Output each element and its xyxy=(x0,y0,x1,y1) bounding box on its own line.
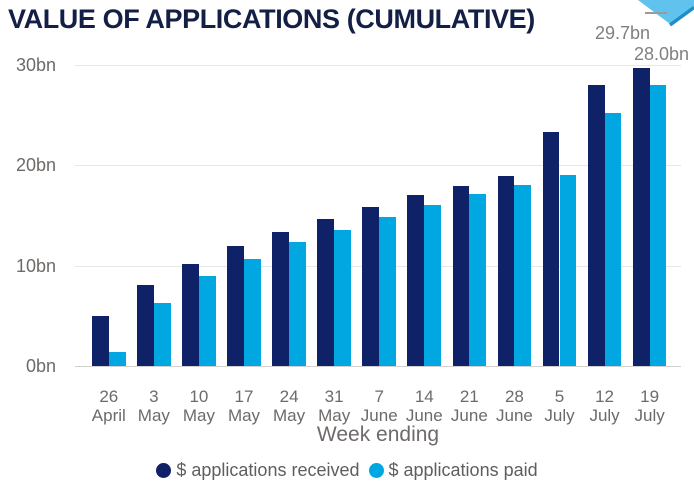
data-label-received: 29.7bn xyxy=(594,23,650,43)
x-tick-day: 31 xyxy=(324,387,344,406)
gridline xyxy=(75,64,681,66)
bar-paid[interactable] xyxy=(153,302,171,366)
chart-title: VALUE OF APPLICATIONS (CUMULATIVE) xyxy=(8,4,535,34)
legend: $ applications received $ applications p… xyxy=(0,460,694,481)
x-tick-day: 3 xyxy=(149,387,159,406)
x-tick-day: 17 xyxy=(234,387,254,406)
bar-received[interactable] xyxy=(362,207,380,366)
x-tick-label: 7 June xyxy=(348,387,410,425)
gridline xyxy=(75,165,681,166)
bar-paid[interactable] xyxy=(424,205,442,366)
x-tick-label: 19 July xyxy=(619,387,681,425)
x-tick-day: 24 xyxy=(279,387,299,406)
x-tick-label: 14 June xyxy=(393,387,455,425)
bar-paid[interactable] xyxy=(469,194,487,366)
x-tick-month: June xyxy=(495,406,533,425)
bar-received[interactable] xyxy=(317,219,335,366)
x-tick-day: 28 xyxy=(504,387,524,406)
x-tick-day: 5 xyxy=(554,387,565,406)
bar-received[interactable] xyxy=(272,232,290,366)
legend-marker-received xyxy=(156,463,172,478)
bar-paid[interactable] xyxy=(604,112,622,366)
x-tick-month: June xyxy=(360,406,398,425)
x-tick-label: 28 June xyxy=(483,387,545,425)
x-tick-day: 26 xyxy=(99,387,119,406)
legend-label-received: $ applications received xyxy=(176,460,360,480)
x-tick-label: 21 June xyxy=(438,387,500,425)
x-tick-label: 10 May xyxy=(168,387,230,425)
y-tick-label: 0bn xyxy=(25,356,56,376)
bar-paid[interactable] xyxy=(108,351,126,366)
bar-received[interactable] xyxy=(452,186,470,366)
bar-received[interactable] xyxy=(632,67,650,366)
x-tick-label: 12 July xyxy=(574,387,636,425)
x-tick-label: 3 May xyxy=(123,387,185,425)
x-tick-day: 21 xyxy=(459,387,479,406)
x-tick-day: 19 xyxy=(640,387,660,406)
bar-paid[interactable] xyxy=(559,175,577,366)
bar-paid[interactable] xyxy=(244,259,261,366)
x-tick-day: 14 xyxy=(414,387,434,406)
x-tick-month: July xyxy=(544,406,575,425)
x-tick-day: 12 xyxy=(595,387,615,406)
bar-received[interactable] xyxy=(587,84,605,366)
bar-paid[interactable] xyxy=(514,185,532,366)
legend-item-received[interactable]: $ applications received xyxy=(156,460,360,481)
x-tick-label: 26 April xyxy=(78,387,140,425)
y-tick-label: 20bn xyxy=(15,155,56,175)
bar-received[interactable] xyxy=(227,246,244,366)
x-tick-label: 5 July xyxy=(529,387,591,425)
arrow-dash-decoration xyxy=(645,12,667,14)
legend-item-paid[interactable]: $ applications paid xyxy=(368,460,538,481)
bar-paid[interactable] xyxy=(198,275,216,366)
x-tick-label: 24 May xyxy=(258,387,320,425)
gridline xyxy=(75,366,681,367)
bar-received[interactable] xyxy=(497,176,515,366)
x-tick-month: May xyxy=(182,406,215,425)
bar-received[interactable] xyxy=(407,195,425,366)
bar-received[interactable] xyxy=(182,264,199,366)
x-tick-month: July xyxy=(634,406,665,425)
x-tick-month: June xyxy=(450,406,488,425)
bar-received[interactable] xyxy=(92,315,109,366)
x-tick-day: 10 xyxy=(189,387,209,406)
y-tick-label: 10bn xyxy=(15,255,56,276)
x-axis-title: Week ending xyxy=(316,423,440,446)
legend-marker-paid xyxy=(368,463,384,478)
x-tick-label: 17 May xyxy=(213,387,275,425)
y-tick-label: 30bn xyxy=(15,54,56,75)
bar-paid[interactable] xyxy=(334,230,351,366)
x-tick-month: May xyxy=(273,406,306,425)
bar-paid[interactable] xyxy=(289,242,306,366)
bar-received[interactable] xyxy=(542,131,560,366)
bar-paid[interactable] xyxy=(379,217,397,366)
x-tick-month: May xyxy=(137,406,170,425)
x-tick-month: June xyxy=(405,406,443,425)
data-label-paid: 28.0bn xyxy=(633,44,689,64)
x-tick-label: 31 May xyxy=(303,387,365,425)
bar-paid[interactable] xyxy=(649,84,667,366)
x-tick-month: May xyxy=(318,406,351,425)
legend-label-paid: $ applications paid xyxy=(388,460,538,480)
x-tick-month: May xyxy=(227,406,261,425)
x-tick-day: 7 xyxy=(374,387,384,406)
x-tick-month: April xyxy=(91,406,126,425)
x-tick-month: July xyxy=(589,406,620,425)
bar-received[interactable] xyxy=(137,284,154,366)
